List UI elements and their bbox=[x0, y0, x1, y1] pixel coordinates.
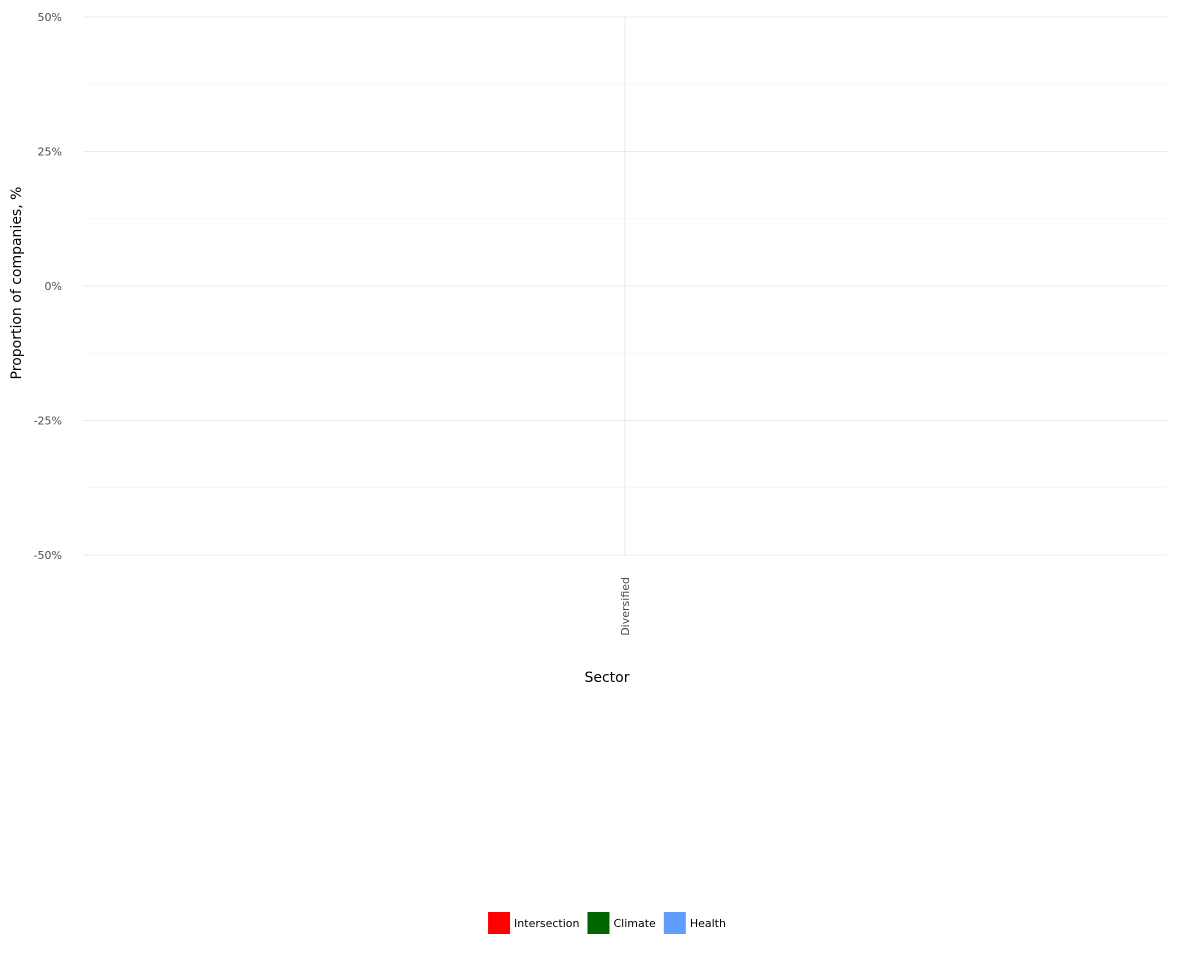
y-tick-label: 25% bbox=[38, 146, 62, 159]
grid bbox=[83, 16, 1167, 556]
y-tick-label: 50% bbox=[38, 11, 62, 24]
legend-label: Climate bbox=[613, 917, 656, 930]
y-axis-title: Proportion of companies, % bbox=[9, 187, 25, 380]
legend-swatch-health bbox=[663, 912, 686, 934]
legend-swatch-climate bbox=[587, 912, 610, 934]
y-axis-ticks: 50% 25% 0% -25% -50% bbox=[34, 11, 62, 562]
x-axis-title: Sector bbox=[584, 670, 629, 686]
legend: Intersection Climate Health bbox=[488, 912, 726, 934]
y-tick-label: 0% bbox=[45, 280, 62, 293]
legend-label: Health bbox=[690, 917, 726, 930]
y-tick-label: -25% bbox=[34, 415, 62, 428]
x-tick-label: Diversified bbox=[619, 577, 632, 636]
y-tick-label: -50% bbox=[34, 549, 62, 562]
legend-swatch-intersection bbox=[488, 912, 511, 934]
legend-label: Intersection bbox=[514, 917, 579, 930]
x-axis-ticks: Diversified bbox=[619, 577, 632, 636]
